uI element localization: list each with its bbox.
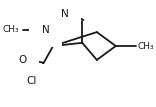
Text: O: O <box>18 55 27 65</box>
Text: CH₃: CH₃ <box>3 25 20 34</box>
Text: Cl: Cl <box>26 76 37 86</box>
Text: N: N <box>42 25 50 35</box>
Text: CH₃: CH₃ <box>138 42 154 51</box>
Text: N: N <box>61 9 69 19</box>
